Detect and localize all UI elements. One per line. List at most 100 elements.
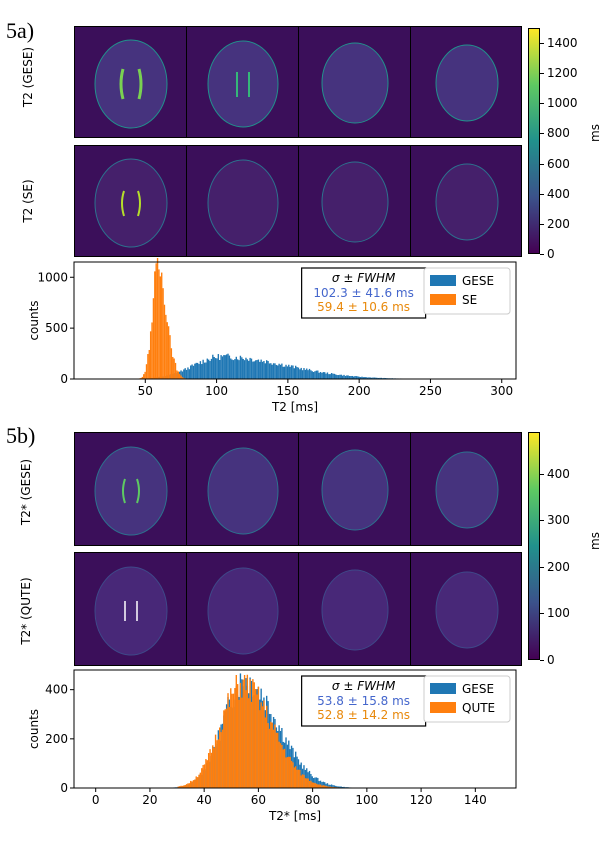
histogram-bar — [351, 375, 354, 379]
histogram-bar — [257, 359, 260, 379]
histogram-bar — [176, 370, 178, 379]
histogram-bar — [332, 373, 334, 379]
histogram-bar — [306, 768, 308, 788]
histogram-bar — [322, 785, 325, 788]
colorbar-tick-label: 1000 — [547, 96, 578, 111]
map-slice — [299, 433, 411, 545]
histogram-bar — [289, 756, 291, 788]
x-tick-label: 150 — [276, 384, 299, 398]
histogram-bar — [380, 377, 383, 379]
legend-swatch — [430, 683, 456, 694]
histogram-bar — [277, 732, 279, 788]
histogram-bar — [162, 288, 164, 379]
histogram-bar — [335, 785, 337, 788]
histogram-bar — [290, 365, 293, 379]
histogram-bar — [242, 679, 244, 788]
histogram-bar — [227, 693, 229, 788]
histogram-bar — [297, 367, 300, 379]
histogram-bar — [336, 786, 338, 788]
histogram-bar — [317, 777, 319, 788]
histogram-bar — [250, 358, 253, 379]
histogram-bar — [278, 741, 280, 788]
histogram-bar — [253, 361, 255, 379]
histogram-bar — [210, 752, 213, 788]
histogram-bar — [333, 373, 336, 379]
legend-swatch — [430, 702, 456, 713]
histogram-bar — [343, 786, 345, 788]
x-tick-label: 100 — [355, 793, 378, 807]
brain-slice-icon — [321, 42, 389, 124]
map-slice — [187, 433, 299, 545]
histogram-bar — [283, 748, 286, 788]
histogram-bar — [243, 360, 246, 379]
histogram-bar — [147, 354, 149, 379]
histogram-bar — [299, 769, 301, 788]
histogram-bar — [190, 780, 192, 788]
histogram-bar — [321, 785, 323, 788]
histogram-bar — [185, 784, 188, 788]
histogram-bar — [361, 376, 363, 379]
histogram-bar — [300, 762, 302, 788]
colorbar-tick-mark — [540, 566, 544, 568]
x-tick-label: 250 — [419, 384, 442, 398]
histogram-bar — [261, 706, 264, 788]
colorbar-tick-mark — [540, 613, 544, 615]
histogram-bar — [270, 363, 272, 379]
histogram-bar — [332, 786, 334, 788]
colorbar-tick-label: 100 — [547, 606, 570, 621]
histogram-bar — [324, 785, 326, 788]
histogram-bar — [307, 370, 309, 379]
histogram-bar — [310, 780, 312, 788]
histogram-bar — [180, 785, 182, 788]
histogram-bar — [265, 705, 268, 788]
legend-entry: QUTE — [462, 701, 495, 715]
histogram-bar — [170, 348, 173, 379]
histogram-bar — [184, 368, 186, 379]
histogram-bar — [180, 375, 182, 379]
histogram-bar — [198, 364, 200, 379]
y-axis-label: counts — [27, 709, 41, 749]
histogram-bar — [315, 777, 318, 788]
histogram-bar — [314, 783, 316, 788]
histogram-bar — [312, 371, 315, 379]
histogram-bar — [357, 376, 359, 379]
map-slice — [299, 27, 411, 137]
histogram-bar — [201, 364, 203, 379]
map-slice — [411, 146, 523, 256]
y-tick-label: 400 — [45, 683, 68, 697]
histogram-bar — [212, 354, 214, 379]
histogram-bar — [373, 377, 376, 379]
brain-slice-icon — [207, 567, 279, 655]
histogram-bar — [183, 377, 185, 379]
histogram-bar — [203, 362, 206, 379]
x-tick-label: 40 — [197, 793, 212, 807]
histogram-bar — [267, 361, 269, 379]
histogram-bar — [241, 697, 243, 788]
histogram-bar — [315, 783, 318, 788]
histogram-bar — [261, 361, 264, 379]
histogram-bar — [225, 708, 228, 788]
histogram-bar — [187, 367, 189, 379]
histogram-bar — [344, 375, 347, 379]
row-label-t2star-qute: T2* (QUTE) — [19, 577, 33, 645]
map-slice — [75, 146, 187, 256]
brain-slice-icon — [435, 571, 499, 649]
plot-frame — [73, 669, 517, 789]
histogram-bar — [322, 372, 325, 379]
legend-entry: GESE — [462, 682, 494, 696]
histogram-bar — [228, 355, 231, 379]
histogram-bar — [234, 359, 236, 379]
histogram-bar — [216, 740, 218, 788]
histogram-bar — [190, 365, 192, 379]
histogram-bar — [198, 774, 200, 788]
histogram-bar — [195, 776, 197, 788]
histogram-bar — [340, 786, 342, 788]
legend-entry: SE — [462, 293, 477, 307]
histogram-bar — [181, 785, 184, 788]
histogram-bar — [263, 360, 265, 379]
histogram-bar — [300, 367, 302, 379]
histogram-bar — [228, 707, 231, 788]
histogram-bar — [328, 374, 330, 379]
histogram-bar — [336, 375, 338, 379]
